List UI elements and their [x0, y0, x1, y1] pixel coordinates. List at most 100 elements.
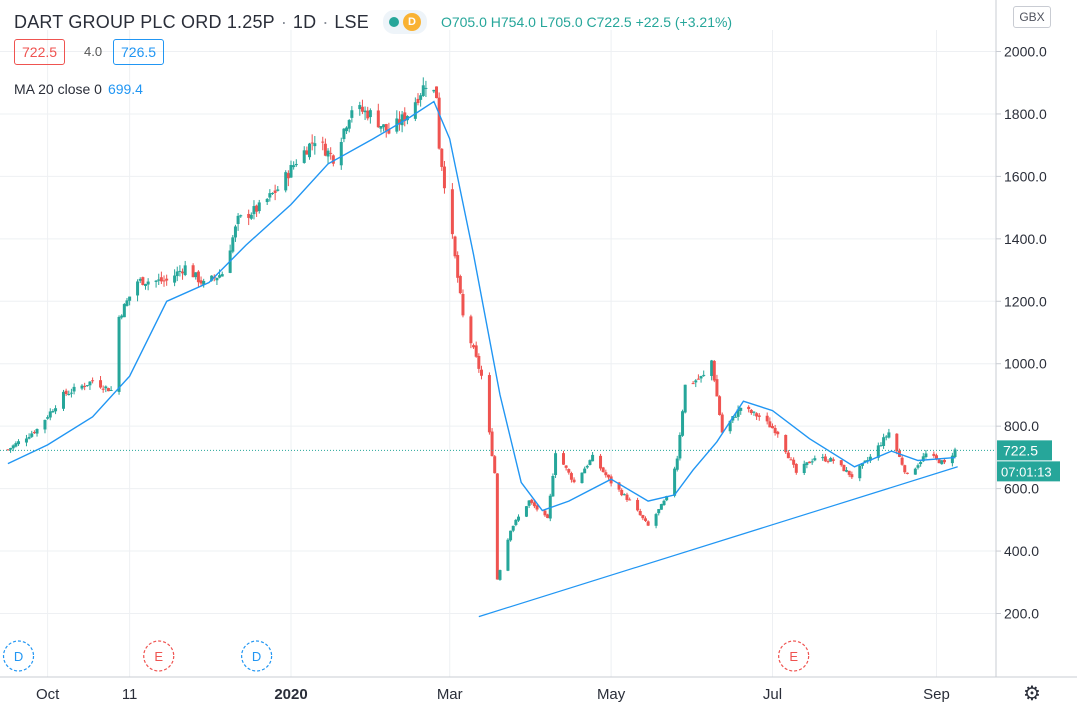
candle-body — [773, 427, 777, 434]
candle — [69, 388, 73, 398]
gear-icon[interactable]: ⚙ — [1023, 683, 1041, 705]
candle — [524, 505, 528, 518]
candle-body — [913, 468, 917, 475]
candle — [442, 160, 446, 194]
candle-body — [376, 110, 380, 128]
candle — [178, 265, 182, 277]
candle — [620, 488, 624, 497]
candle — [109, 386, 113, 392]
candle-body — [805, 462, 809, 466]
candle — [104, 385, 108, 393]
buy-price-button[interactable]: 726.5 — [113, 39, 165, 65]
price-tick-label: 400.0 — [1004, 543, 1039, 559]
candle-body — [138, 278, 142, 281]
candle — [64, 388, 68, 397]
candle-body — [294, 163, 298, 166]
candle-body — [509, 530, 513, 541]
candle-body — [456, 255, 460, 278]
candle — [358, 101, 362, 116]
candle — [202, 278, 206, 288]
candle-body — [136, 281, 140, 296]
candle-body — [321, 141, 325, 143]
candle — [257, 199, 261, 214]
candle-body — [61, 391, 65, 409]
candle — [347, 119, 351, 133]
candle — [628, 497, 632, 501]
indicator-legend[interactable]: MA 20 close 0 699.4 — [14, 81, 143, 97]
candle — [305, 146, 309, 155]
candle-body — [543, 510, 547, 516]
candle-body — [498, 570, 502, 580]
candle — [789, 457, 793, 461]
time-axis[interactable]: Oct 11 2020 Mar May Jul Sep — [36, 686, 950, 703]
candle-body — [247, 213, 251, 218]
candle — [718, 395, 722, 416]
candle-body — [495, 473, 499, 580]
candle — [249, 212, 253, 220]
trendline[interactable] — [478, 466, 958, 618]
currency-button[interactable]: GBX — [1013, 6, 1051, 28]
candle — [858, 464, 862, 482]
candle — [450, 183, 454, 239]
candle-body — [144, 283, 148, 286]
candle-body — [175, 271, 179, 277]
price-axis[interactable]: 2000.0 1800.0 1600.0 1400.0 1200.0 1000.0 800.… — [0, 0, 1077, 678]
candle-body — [30, 433, 34, 437]
candle-body — [942, 459, 946, 463]
candle — [88, 381, 92, 390]
candle — [366, 106, 370, 121]
earnings-marker[interactable]: E — [778, 640, 810, 672]
candle — [773, 424, 777, 436]
candle-body — [54, 408, 58, 412]
candle — [292, 161, 296, 170]
dividend-marker[interactable]: D — [241, 640, 273, 672]
candle-body — [770, 426, 774, 429]
candle-body — [657, 509, 661, 514]
candle — [757, 413, 761, 421]
candle-body — [622, 494, 626, 496]
candle-body — [215, 277, 219, 281]
candle-body — [850, 474, 854, 478]
candle-body — [342, 128, 346, 140]
candle — [683, 384, 687, 414]
candle-body — [532, 502, 536, 507]
candle — [530, 498, 534, 505]
candle-body — [879, 445, 883, 447]
candle-body — [768, 421, 772, 428]
interval-label[interactable]: 1D — [292, 11, 317, 32]
time-tick-label: 2020 — [274, 686, 307, 703]
candle-body — [924, 453, 928, 458]
candle-body — [157, 279, 161, 281]
candle-body — [424, 87, 428, 89]
candle — [437, 92, 441, 150]
candle — [903, 464, 907, 474]
candle-body — [329, 152, 333, 154]
candle-body — [236, 215, 240, 225]
candle — [138, 277, 142, 284]
candle — [924, 449, 928, 459]
dividend-marker[interactable]: D — [2, 640, 35, 672]
candle-body — [654, 514, 658, 526]
candle-body — [712, 360, 716, 381]
candle-body — [48, 411, 52, 418]
candle-body — [159, 277, 163, 282]
candle — [604, 469, 608, 478]
price-tick-label: 1800.0 — [1004, 106, 1047, 122]
candle-body — [109, 390, 113, 392]
candle-body — [591, 454, 595, 462]
candle-body — [736, 409, 740, 417]
symbol-title[interactable]: DART GROUP PLC ORD 1.25P — [14, 11, 275, 32]
candle-body — [493, 456, 497, 474]
status-pill[interactable]: D — [382, 10, 427, 34]
candle — [601, 466, 605, 473]
candle — [932, 451, 936, 458]
candle — [61, 389, 65, 412]
sell-price-button[interactable]: 722.5 — [14, 39, 66, 65]
candle — [572, 477, 576, 484]
candle — [157, 273, 161, 286]
earnings-marker[interactable]: E — [143, 640, 175, 672]
candle — [792, 457, 796, 468]
candle — [181, 268, 185, 280]
